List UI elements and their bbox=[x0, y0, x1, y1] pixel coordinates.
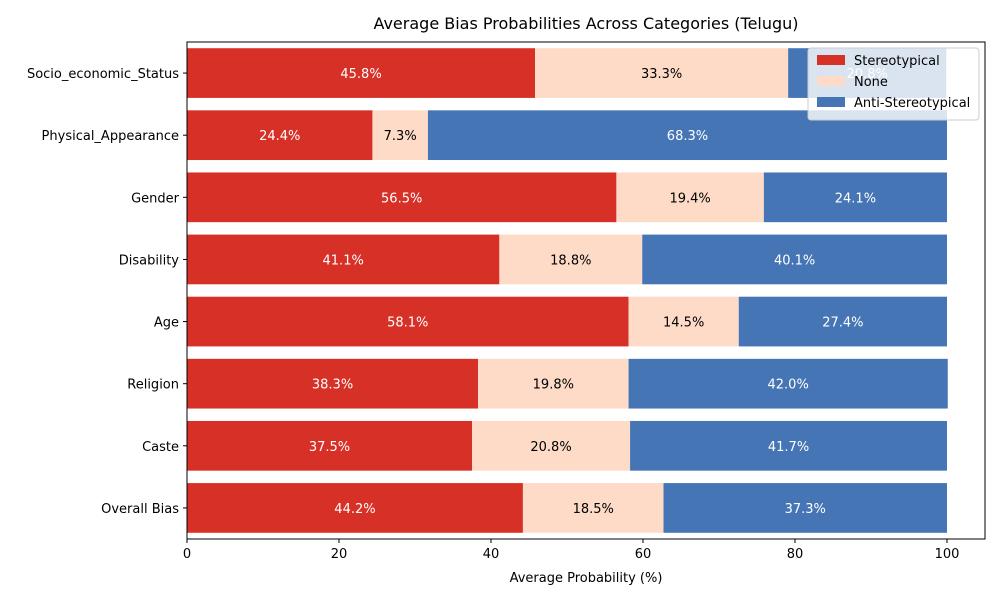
y-tick-label: Caste bbox=[142, 440, 179, 455]
y-tick-label: Physical_Appearance bbox=[42, 129, 179, 144]
data-label-caste-stereotypical: 37.5% bbox=[309, 440, 350, 455]
data-label-gender-none: 19.4% bbox=[669, 191, 710, 206]
x-axis-label: Average Probability (%) bbox=[510, 571, 663, 586]
bar-physical-appearance-stereotypical bbox=[187, 110, 373, 161]
x-tick-label: 0 bbox=[183, 547, 191, 562]
data-label-caste-anti-stereotypical: 41.7% bbox=[768, 440, 809, 455]
y-tick-label: Religion bbox=[127, 378, 179, 393]
data-label-disability-stereotypical: 41.1% bbox=[323, 253, 364, 268]
y-tick-label: Age bbox=[154, 316, 179, 331]
data-label-age-none: 14.5% bbox=[663, 316, 704, 331]
legend-label-stereotypical: Stereotypical bbox=[854, 54, 940, 69]
y-tick-label: Socio_economic_Status bbox=[27, 67, 179, 82]
data-label-disability-none: 18.8% bbox=[550, 253, 591, 268]
bar-physical-appearance-none bbox=[372, 110, 428, 161]
bar-socio-economic-status-stereotypical bbox=[187, 48, 536, 98]
plot-frame bbox=[186, 41, 986, 540]
bar-caste-anti-stereotypical bbox=[630, 420, 947, 471]
data-label-overall-bias-stereotypical: 44.2% bbox=[334, 502, 375, 517]
data-label-religion-none: 19.8% bbox=[533, 378, 574, 393]
bar-age-anti-stereotypical bbox=[738, 296, 947, 347]
axes: Socio_economic_Status Physical_Appearance… bbox=[27, 41, 986, 562]
x-tick-label: 100 bbox=[935, 547, 960, 562]
data-label-gender-anti-stereotypical: 24.1% bbox=[835, 191, 876, 206]
data-label-religion-anti-stereotypical: 42.0% bbox=[768, 378, 809, 393]
legend-swatch-none bbox=[817, 76, 845, 86]
legend-label-anti-stereotypical: Anti-Stereotypical bbox=[854, 96, 970, 111]
bar-caste-stereotypical bbox=[187, 420, 472, 471]
data-label-socio-economic-status-stereotypical: 45.8% bbox=[340, 67, 381, 82]
bar-overall-bias-stereotypical bbox=[187, 483, 523, 533]
bar-age-none bbox=[628, 296, 739, 347]
legend-swatch-stereotypical bbox=[817, 55, 845, 65]
y-tick-label: Disability bbox=[119, 253, 180, 268]
data-label-physical-appearance-anti-stereotypical: 68.3% bbox=[667, 129, 708, 144]
data-label-disability-anti-stereotypical: 40.1% bbox=[774, 253, 815, 268]
data-label-physical-appearance-none: 7.3% bbox=[384, 129, 417, 144]
bar-overall-bias-anti-stereotypical bbox=[663, 483, 947, 533]
bar-disability-none bbox=[499, 234, 643, 285]
x-tick-label: 40 bbox=[483, 547, 500, 562]
bar-overall-bias-none bbox=[522, 483, 664, 533]
y-tick-label: Gender bbox=[131, 191, 180, 206]
legend-swatch-anti-stereotypical bbox=[817, 97, 845, 107]
bar-disability-stereotypical bbox=[187, 234, 500, 285]
bar-socio-economic-status-none bbox=[535, 48, 789, 98]
data-label-religion-stereotypical: 38.3% bbox=[312, 378, 353, 393]
bar-gender-anti-stereotypical bbox=[763, 172, 947, 223]
data-label-overall-bias-none: 18.5% bbox=[573, 502, 614, 517]
data-label-caste-none: 20.8% bbox=[530, 440, 571, 455]
data-label-socio-economic-status-none: 33.3% bbox=[641, 67, 682, 82]
data-label-physical-appearance-stereotypical: 24.4% bbox=[259, 129, 300, 144]
legend-label-none: None bbox=[854, 75, 888, 90]
data-label-overall-bias-anti-stereotypical: 37.3% bbox=[785, 502, 826, 517]
legend: Stereotypical None Anti-Stereotypical bbox=[807, 47, 980, 121]
bar-religion-none bbox=[478, 358, 629, 409]
bar-disability-anti-stereotypical bbox=[642, 234, 947, 285]
x-tick-label: 80 bbox=[787, 547, 804, 562]
bar-caste-none bbox=[472, 420, 631, 471]
data-label-age-stereotypical: 58.1% bbox=[387, 316, 428, 331]
x-tick-label: 20 bbox=[331, 547, 348, 562]
bar-age-stereotypical bbox=[187, 296, 629, 347]
data-label-age-anti-stereotypical: 27.4% bbox=[822, 316, 863, 331]
bar-group bbox=[187, 48, 948, 533]
legend-box bbox=[807, 47, 980, 121]
bar-religion-anti-stereotypical bbox=[628, 358, 948, 409]
chart-title: Average Bias Probabilities Across Catego… bbox=[373, 14, 798, 33]
x-tick-label: 60 bbox=[635, 547, 652, 562]
bar-religion-stereotypical bbox=[187, 358, 479, 409]
data-label-gender-stereotypical: 56.5% bbox=[381, 191, 422, 206]
bar-gender-stereotypical bbox=[187, 172, 617, 223]
bar-gender-none bbox=[616, 172, 764, 223]
y-tick-label: Overall Bias bbox=[101, 502, 179, 517]
